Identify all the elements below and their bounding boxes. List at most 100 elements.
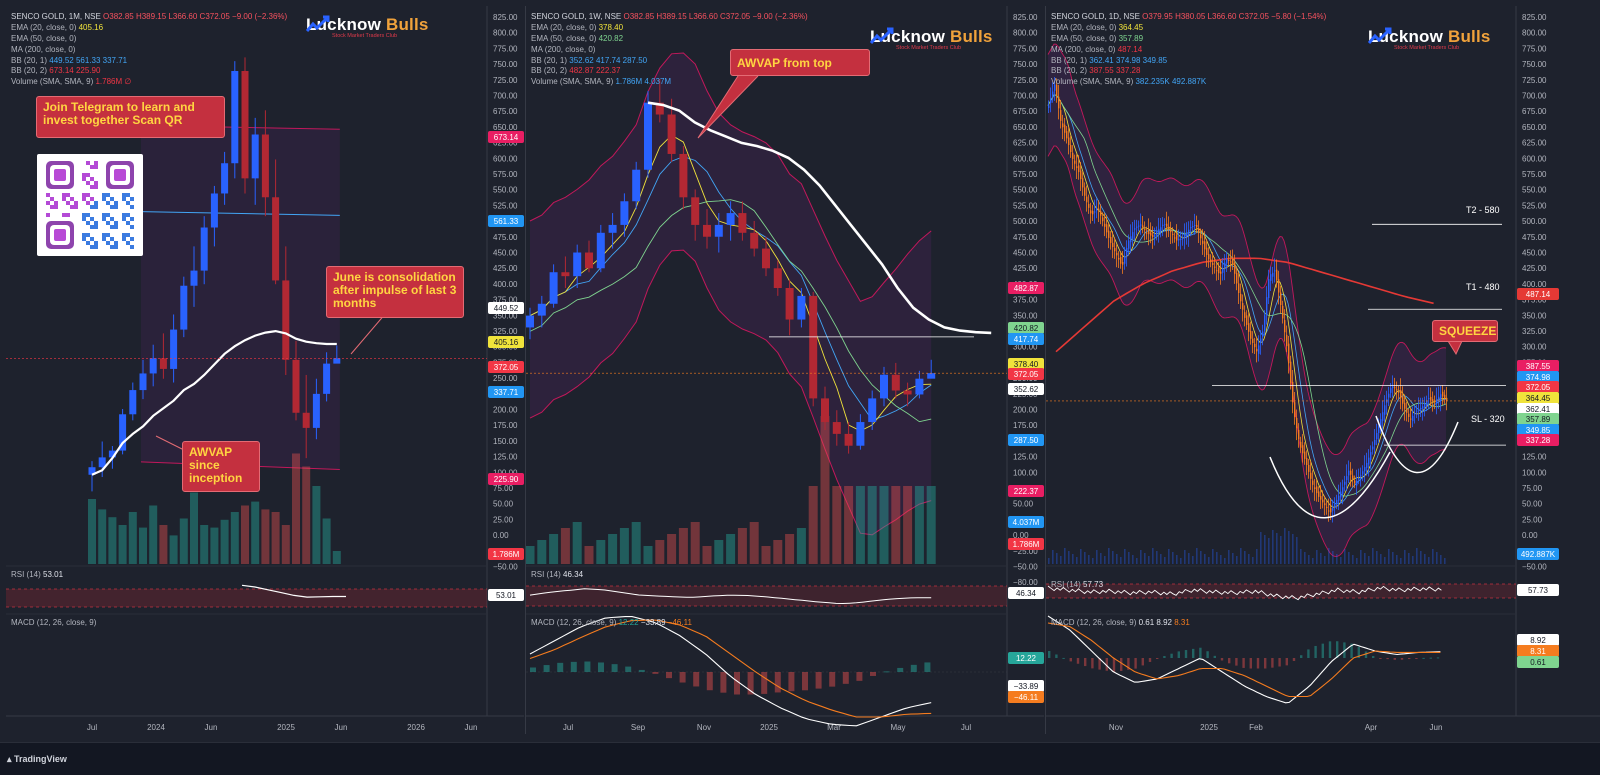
price-badge-bg xyxy=(488,215,524,227)
price-badge-value: 0.61 xyxy=(1530,658,1546,667)
volume-bar xyxy=(1304,552,1306,564)
qr-module xyxy=(90,197,94,201)
daily-chart-canvas[interactable]: 825.00 800.00 775.00 750.00 725.00 700.00 675.… xyxy=(1046,6,1600,734)
candle-body xyxy=(1236,272,1238,284)
legend-bb2: BB (20, 2) xyxy=(11,66,48,76)
candle-body xyxy=(1164,224,1166,226)
qr-module xyxy=(86,213,90,217)
price-axis-tick: 375.00 xyxy=(1522,296,1547,305)
qr-module xyxy=(86,221,90,225)
candle-body xyxy=(1202,240,1204,244)
candle-body xyxy=(750,232,759,249)
candle-body xyxy=(1178,238,1180,241)
qr-module xyxy=(90,205,94,209)
qr-module xyxy=(114,225,118,229)
candle-body xyxy=(1062,123,1064,128)
time-axis-tick: 2025 xyxy=(277,723,295,732)
qr-module xyxy=(66,213,70,217)
price-badge: 561.33 xyxy=(488,215,524,227)
macd-histogram-bar xyxy=(1422,657,1425,659)
candle-body xyxy=(1398,391,1400,393)
volume-bar xyxy=(1428,557,1430,564)
weekly-chart-panel[interactable]: 825.00 800.00 775.00 750.00 725.00 700.00 675.… xyxy=(526,6,1044,734)
volume-bar xyxy=(796,528,806,564)
candle-body xyxy=(526,315,534,328)
candle-body xyxy=(1230,261,1232,263)
macd-histogram-bar xyxy=(652,672,659,674)
price-axis-tick: −50.00 xyxy=(1522,563,1547,572)
candle-body xyxy=(1266,297,1268,316)
price-badge-value: 357.89 xyxy=(1526,415,1551,424)
candle-body xyxy=(726,213,735,225)
awvap-inception-callout: AWVAP since inception xyxy=(182,441,260,492)
macd-histogram-bar xyxy=(1127,658,1130,670)
volume-bar xyxy=(1196,548,1198,564)
price-badge: −46.11 xyxy=(1008,691,1044,703)
candle-body xyxy=(1114,247,1116,252)
macd-histogram-bar xyxy=(1372,656,1375,658)
panel-separator[interactable] xyxy=(1045,6,1046,734)
candle-body xyxy=(1254,343,1256,348)
price-badge: 405.16 xyxy=(488,336,524,348)
macd-histogram-bar xyxy=(1408,658,1411,660)
legend-title: SENCO GOLD, 1M, NSE xyxy=(11,12,101,21)
macd-histogram-bar xyxy=(734,672,740,695)
macd-histogram-bar xyxy=(1105,658,1108,671)
time-axis-tick: Nov xyxy=(1109,723,1123,732)
volume-bar xyxy=(526,546,535,564)
volume-bar xyxy=(1284,528,1286,564)
price-axis-tick: 625.00 xyxy=(493,139,518,148)
candle-body xyxy=(1334,504,1336,508)
volume-bar xyxy=(1384,557,1386,564)
candle-body xyxy=(1104,223,1106,227)
legend-bb1-values: 352.62 417.74 287.50 xyxy=(569,55,648,65)
qr-module xyxy=(130,245,134,249)
qr-module xyxy=(90,165,94,169)
volume-bar xyxy=(1092,558,1094,564)
macd-histogram-bar xyxy=(1177,651,1180,658)
ema50-line xyxy=(529,199,932,423)
tradingview-brand[interactable]: ▴ TradingView xyxy=(7,754,67,764)
monthly-chart-panel[interactable]: 825.00 800.00 775.00 750.00 725.00 700.00 675.… xyxy=(6,6,524,734)
qr-module xyxy=(94,205,98,209)
candle-body xyxy=(108,450,116,458)
weekly-chart-canvas[interactable]: 825.00 800.00 775.00 750.00 725.00 700.00 675.… xyxy=(526,6,1044,734)
price-axis-tick: 400.00 xyxy=(1522,280,1547,289)
price-badge: 46.34 xyxy=(1008,587,1044,599)
macd-histogram-bar xyxy=(1213,655,1216,658)
macd-histogram-bar xyxy=(1328,641,1332,658)
monthly-chart-canvas[interactable]: 825.00 800.00 775.00 750.00 725.00 700.00 675.… xyxy=(6,6,524,734)
volume-bar xyxy=(643,546,653,564)
price-axis-tick: 350.00 xyxy=(493,311,518,320)
qr-code[interactable] xyxy=(37,154,143,256)
daily-chart-panel[interactable]: 825.00 800.00 775.00 750.00 725.00 700.00 675.… xyxy=(1046,6,1600,734)
candle-body xyxy=(1208,254,1210,260)
callout-pointer xyxy=(155,435,187,452)
price-badge-bg xyxy=(1517,584,1559,596)
macd-histogram-bar xyxy=(883,671,890,673)
legend-ema20: EMA (20, close, 0) xyxy=(531,22,597,32)
volume-bar xyxy=(1204,554,1206,564)
candle-body xyxy=(1420,407,1422,410)
qr-module xyxy=(86,193,90,197)
rsi-band xyxy=(526,586,1007,606)
panel-separator[interactable] xyxy=(525,6,526,734)
macd-histogram-bar xyxy=(1228,658,1231,664)
candle-body xyxy=(1426,400,1428,406)
candle-body xyxy=(1218,267,1220,274)
volume-bar xyxy=(1240,548,1242,564)
bb-upper-line xyxy=(1047,43,1447,456)
candle-body xyxy=(1086,196,1088,203)
volume-bar xyxy=(879,486,889,564)
qr-module xyxy=(114,205,118,209)
volume-bar xyxy=(312,486,321,564)
candle-body xyxy=(1314,487,1316,489)
candle-body xyxy=(1200,234,1202,239)
candle-body xyxy=(1388,393,1390,398)
candle-body xyxy=(1054,84,1056,91)
volume-bar xyxy=(1148,556,1150,564)
volume-bar xyxy=(1308,555,1310,564)
candle-body xyxy=(1092,210,1094,215)
qr-module xyxy=(106,221,110,225)
candle-body xyxy=(1112,242,1114,248)
